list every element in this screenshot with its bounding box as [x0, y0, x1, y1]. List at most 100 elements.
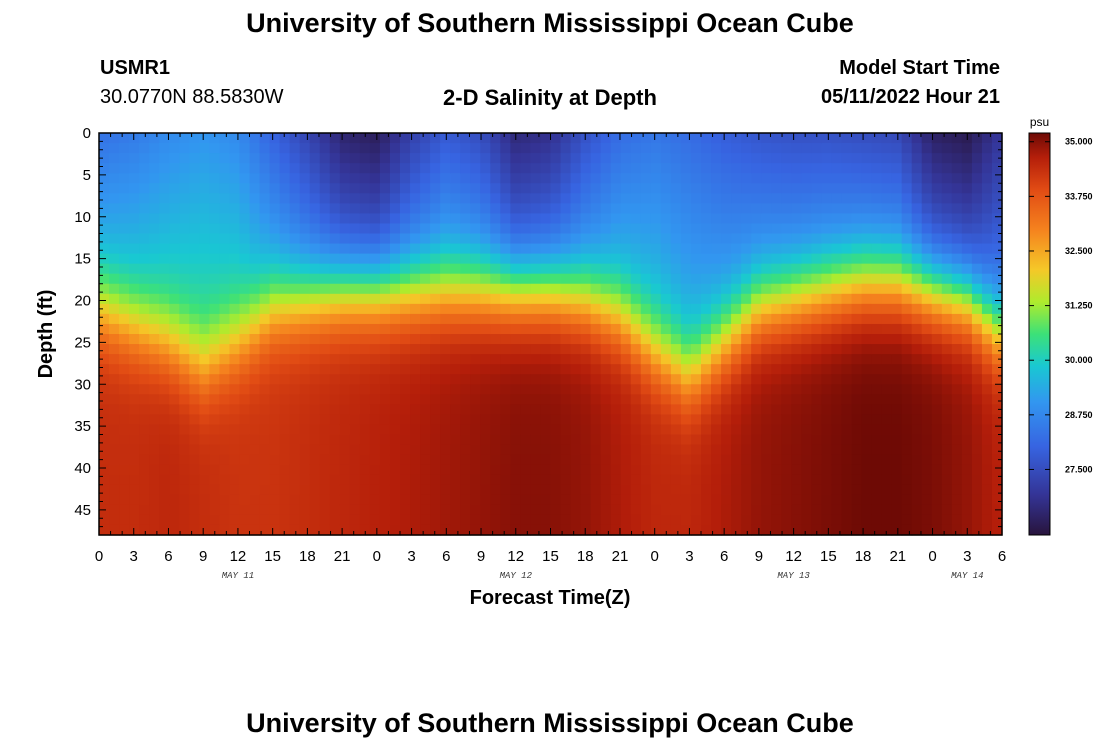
heatmap-cell: [721, 203, 732, 214]
heatmap-cell: [931, 163, 943, 174]
heatmap-cell: [450, 243, 461, 255]
heatmap-cell: [640, 293, 652, 305]
heatmap-cell: [389, 484, 401, 496]
heatmap-cell: [811, 524, 822, 536]
heatmap-cell: [159, 524, 170, 536]
heatmap-cell: [791, 153, 802, 164]
heatmap-cell: [741, 263, 752, 275]
heatmap-cell: [319, 484, 331, 496]
heatmap-cell: [389, 293, 401, 305]
heatmap-cell: [731, 233, 742, 245]
heatmap-cell: [359, 133, 371, 144]
heatmap-cell: [881, 334, 893, 345]
heatmap-cell: [199, 394, 210, 405]
heatmap-cell: [871, 143, 883, 154]
heatmap-cell: [299, 334, 311, 345]
heatmap-cell: [359, 313, 371, 325]
heatmap-cell: [259, 173, 271, 184]
heatmap-cell: [400, 394, 411, 405]
heatmap-cell: [871, 414, 883, 426]
heatmap-cell: [620, 263, 632, 275]
heatmap-cell: [430, 394, 441, 405]
heatmap-cell: [520, 394, 532, 405]
heatmap-cell: [249, 173, 261, 184]
heatmap-cell: [580, 263, 592, 275]
heatmap-cell: [650, 263, 662, 275]
heatmap-cell: [480, 474, 491, 486]
heatmap-cell: [339, 434, 351, 446]
heatmap-cell: [389, 233, 401, 245]
heatmap-cell: [149, 484, 160, 496]
heatmap-cell: [791, 354, 802, 365]
heatmap-cell: [329, 414, 341, 426]
heatmap-cell: [580, 514, 592, 526]
heatmap-cell: [821, 464, 833, 476]
heatmap-cell: [400, 313, 411, 325]
heatmap-cell: [189, 273, 200, 285]
heatmap-cell: [781, 504, 792, 516]
heatmap-cell: [761, 193, 772, 204]
heatmap-cell: [460, 143, 471, 154]
heatmap-cell: [941, 313, 953, 325]
heatmap-cell: [179, 424, 190, 436]
heatmap-cell: [861, 464, 873, 476]
heatmap-cell: [881, 504, 893, 516]
heatmap-cell: [400, 504, 411, 516]
heatmap-cell: [941, 334, 953, 345]
heatmap-cell: [279, 153, 291, 164]
station-id: USMR1: [100, 57, 171, 79]
heatmap-cell: [139, 323, 150, 335]
heatmap-cell: [580, 153, 592, 164]
heatmap-cell: [510, 344, 521, 355]
heatmap-cell: [209, 364, 220, 375]
heatmap-cell: [610, 444, 622, 456]
heatmap-cell: [761, 293, 772, 305]
heatmap-cell: [99, 344, 110, 355]
heatmap-cell: [941, 374, 953, 385]
heatmap-cell: [490, 444, 501, 456]
heatmap-cell: [961, 183, 973, 194]
heatmap-cell: [289, 163, 301, 174]
heatmap-cell: [199, 163, 210, 174]
heatmap-cell: [189, 374, 200, 385]
heatmap-cell: [971, 434, 983, 446]
heatmap-cell: [901, 163, 913, 174]
heatmap-cell: [319, 474, 331, 486]
heatmap-cell: [791, 293, 802, 305]
heatmap-cell: [670, 303, 682, 315]
heatmap-cell: [249, 354, 261, 365]
heatmap-cell: [109, 474, 120, 486]
heatmap-cell: [871, 223, 883, 235]
heatmap-cell: [570, 133, 582, 144]
heatmap-cell: [550, 153, 562, 164]
heatmap-cell: [229, 173, 241, 184]
heatmap-cell: [610, 514, 622, 526]
heatmap-cell: [129, 203, 140, 214]
x-tick-label: 3: [130, 548, 138, 565]
heatmap-cell: [169, 283, 180, 295]
heatmap-cell: [169, 344, 180, 355]
heatmap-cell: [771, 313, 782, 325]
heatmap-cell: [971, 514, 983, 526]
heatmap-cell: [209, 163, 220, 174]
heatmap-cell: [510, 253, 521, 265]
heatmap-cell: [570, 484, 582, 496]
heatmap-cell: [701, 163, 712, 174]
heatmap-cell: [991, 494, 1003, 506]
heatmap-cell: [690, 504, 702, 516]
heatmap-cell: [359, 153, 371, 164]
heatmap-cell: [179, 313, 190, 325]
heatmap-cell: [520, 454, 532, 466]
heatmap-cell: [199, 273, 210, 285]
heatmap-cell: [831, 404, 843, 415]
heatmap-cell: [941, 424, 953, 436]
heatmap-cell: [941, 263, 953, 275]
heatmap-cell: [139, 504, 150, 516]
heatmap-cell: [811, 354, 822, 365]
heatmap-cell: [811, 444, 822, 456]
heatmap-cell: [229, 374, 241, 385]
heatmap-cell: [339, 253, 351, 265]
heatmap-cell: [741, 233, 752, 245]
heatmap-cell: [219, 313, 231, 325]
heatmap-cell: [239, 213, 251, 225]
